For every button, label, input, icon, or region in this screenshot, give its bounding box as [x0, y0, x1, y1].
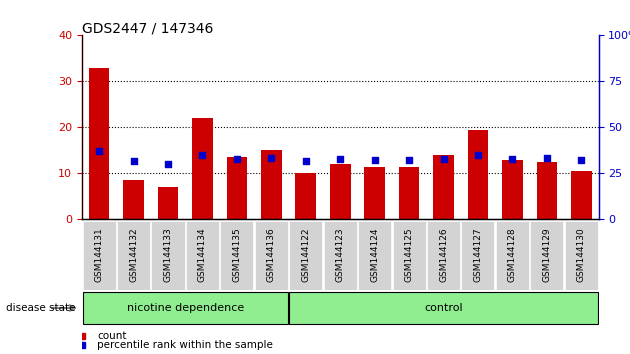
FancyBboxPatch shape: [496, 221, 529, 290]
Point: [94, 149, 104, 154]
FancyBboxPatch shape: [427, 221, 460, 290]
Bar: [364, 166, 385, 219]
Text: count: count: [98, 331, 127, 341]
FancyBboxPatch shape: [530, 221, 563, 290]
FancyBboxPatch shape: [117, 221, 150, 290]
Bar: [295, 173, 316, 219]
Text: GSM144127: GSM144127: [474, 228, 483, 282]
Point: [507, 156, 517, 161]
Point: [232, 156, 242, 161]
Bar: [433, 155, 454, 219]
Bar: [502, 160, 523, 219]
Text: GSM144128: GSM144128: [508, 228, 517, 282]
Text: GSM144134: GSM144134: [198, 228, 207, 282]
Text: GSM144123: GSM144123: [336, 228, 345, 282]
Text: control: control: [424, 303, 463, 313]
Text: GSM144136: GSM144136: [267, 228, 276, 282]
Text: GSM144125: GSM144125: [404, 228, 413, 282]
Text: percentile rank within the sample: percentile rank within the sample: [98, 340, 273, 350]
Bar: [467, 130, 488, 219]
Bar: [261, 150, 282, 219]
FancyBboxPatch shape: [461, 221, 495, 290]
FancyBboxPatch shape: [255, 221, 288, 290]
Bar: [192, 118, 213, 219]
Point: [301, 158, 311, 164]
FancyBboxPatch shape: [151, 221, 185, 290]
FancyBboxPatch shape: [289, 221, 323, 290]
FancyBboxPatch shape: [564, 221, 598, 290]
Text: nicotine dependence: nicotine dependence: [127, 303, 244, 313]
Text: GSM144135: GSM144135: [232, 228, 241, 282]
FancyBboxPatch shape: [83, 221, 116, 290]
Text: GSM144126: GSM144126: [439, 228, 448, 282]
Text: GSM144129: GSM144129: [542, 228, 551, 282]
Point: [266, 155, 277, 161]
FancyBboxPatch shape: [392, 221, 426, 290]
Text: GDS2447 / 147346: GDS2447 / 147346: [82, 21, 214, 35]
Bar: [537, 162, 557, 219]
Bar: [399, 166, 420, 219]
Point: [473, 152, 483, 158]
Text: GSM144124: GSM144124: [370, 228, 379, 282]
FancyBboxPatch shape: [83, 292, 288, 324]
Text: disease state: disease state: [6, 303, 76, 313]
Point: [163, 161, 173, 167]
FancyBboxPatch shape: [220, 221, 253, 290]
Point: [404, 157, 414, 162]
Bar: [227, 157, 247, 219]
FancyBboxPatch shape: [289, 292, 598, 324]
Point: [576, 157, 587, 162]
Text: GSM144122: GSM144122: [301, 228, 310, 282]
Bar: [123, 181, 144, 219]
Point: [438, 156, 449, 161]
Text: GSM144130: GSM144130: [577, 228, 586, 282]
Bar: [158, 187, 178, 219]
Point: [197, 152, 207, 158]
Point: [335, 156, 345, 161]
FancyBboxPatch shape: [324, 221, 357, 290]
Bar: [330, 164, 350, 219]
Point: [370, 157, 380, 162]
FancyBboxPatch shape: [186, 221, 219, 290]
Bar: [89, 68, 110, 219]
Text: GSM144132: GSM144132: [129, 228, 138, 282]
Text: GSM144131: GSM144131: [94, 228, 103, 282]
Point: [542, 155, 552, 161]
FancyBboxPatch shape: [358, 221, 391, 290]
Point: [129, 158, 139, 164]
Bar: [571, 171, 592, 219]
Text: GSM144133: GSM144133: [164, 228, 173, 282]
